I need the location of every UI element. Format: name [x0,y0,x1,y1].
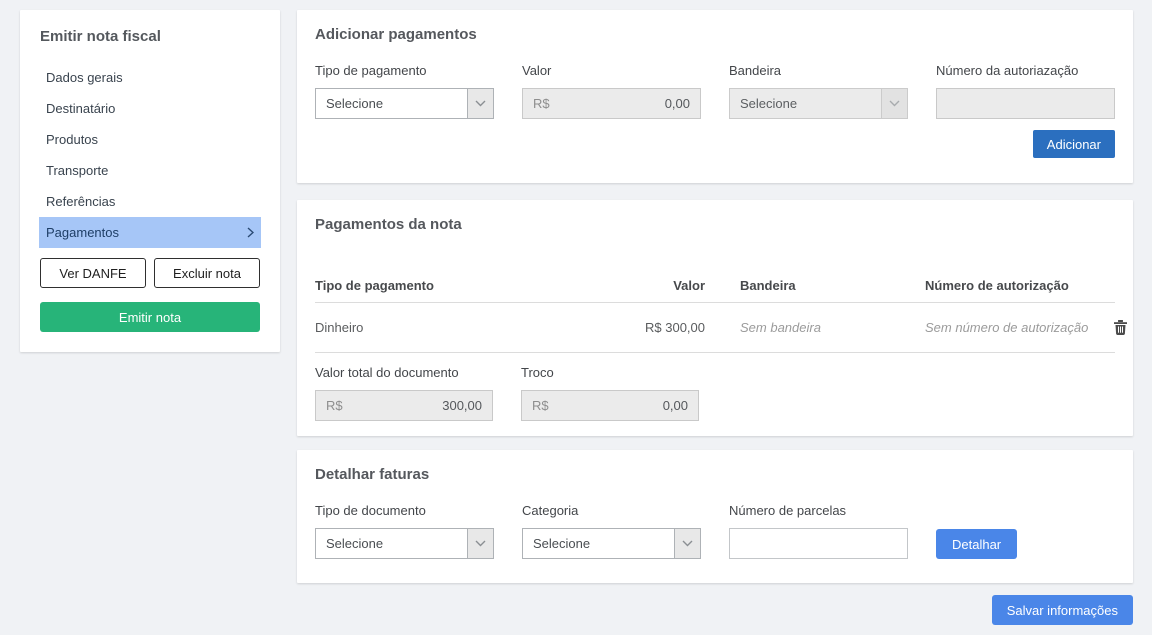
payments-table: Tipo de pagamento Valor Bandeira Número … [315,261,1128,353]
tipo-pagamento-field: Tipo de pagamento Selecione [315,63,494,119]
chevron-down-icon [467,89,493,118]
add-payments-form: Tipo de pagamento Selecione Valor R$ 0,0… [315,63,1115,119]
valor-total-label: Valor total do documento [315,365,459,380]
header-bandeira: Bandeira [740,278,796,293]
sidebar-item-label: Dados gerais [46,70,123,85]
header-valor: Valor [673,278,705,293]
totals-row: Valor total do documento R$ 300,00 Troco… [315,365,1115,421]
sidebar-item-pagamentos[interactable]: Pagamentos [39,217,261,248]
sidebar-item-label: Produtos [46,132,99,147]
chevron-down-icon [674,529,700,558]
numero-parcelas-field: Número de parcelas [729,503,908,559]
valor-value: 0,00 [664,96,690,111]
cell-autorizacao: Sem número de autorização [925,320,1089,335]
sidebar-item-destinatario[interactable]: Destinatário [39,93,261,124]
tipo-pagamento-label: Tipo de pagamento [315,63,427,78]
sidebar-button-row: Ver DANFE Excluir nota [40,258,260,288]
categoria-label: Categoria [522,503,579,518]
sidebar-item-label: Pagamentos [46,225,119,240]
categoria-select[interactable]: Selecione [522,528,701,559]
header-tipo: Tipo de pagamento [315,278,434,293]
sidebar-nav: Dados gerais Destinatário Produtos Trans… [39,62,261,248]
sidebar-item-label: Destinatário [46,101,116,116]
delete-payment-button[interactable] [1112,318,1129,337]
detalhar-field: Detalhar [936,503,1115,559]
detalhar-button[interactable]: Detalhar [936,529,1018,559]
ver-danfe-button[interactable]: Ver DANFE [40,258,146,288]
tipo-documento-label: Tipo de documento [315,503,426,518]
valor-total-value: 300,00 [442,398,482,413]
tipo-pagamento-select[interactable]: Selecione [315,88,494,119]
detail-invoices-form: Tipo de documento Selecione Categoria Se… [315,503,1115,559]
valor-total-field: Valor total do documento R$ 300,00 [315,365,493,421]
currency-prefix: R$ [326,398,343,413]
sidebar-item-transporte[interactable]: Transporte [39,155,261,186]
chevron-down-icon [467,529,493,558]
table-header-row: Tipo de pagamento Valor Bandeira Número … [315,261,1115,303]
emitir-nota-button[interactable]: Emitir nota [40,302,260,332]
salvar-informacoes-button[interactable]: Salvar informações [991,595,1133,625]
bandeira-label: Bandeira [729,63,782,78]
numero-autorizacao-label: Número da autoriazação [936,63,1079,78]
categoria-field: Categoria Selecione [522,503,701,559]
add-payments-card: Adicionar pagamentos Tipo de pagamento S… [297,10,1133,183]
bandeira-select: Selecione [729,88,908,119]
note-payments-title: Pagamentos da nota [315,216,462,233]
currency-prefix: R$ [532,398,549,413]
select-value: Selecione [326,536,384,551]
cell-valor: R$ 300,00 [645,320,705,335]
cell-tipo: Dinheiro [315,320,364,335]
trash-icon [1114,319,1128,338]
currency-prefix: R$ [533,96,550,111]
sidebar-item-referencias[interactable]: Referências [39,186,261,217]
note-payments-card: Pagamentos da nota Tipo de pagamento Val… [297,200,1133,436]
valor-input: R$ 0,00 [522,88,701,119]
cell-bandeira: Sem bandeira [740,320,821,335]
sidebar-item-produtos[interactable]: Produtos [39,124,261,155]
select-value: Selecione [740,96,798,111]
troco-value: 0,00 [662,398,688,413]
numero-autorizacao-input [936,88,1115,119]
cell-actions [1088,318,1143,338]
adicionar-button[interactable]: Adicionar [1032,130,1115,158]
troco-label: Troco [521,365,554,380]
valor-label: Valor [522,63,552,78]
chevron-right-icon [247,227,255,238]
bandeira-field: Bandeira Selecione [729,63,908,119]
excluir-nota-button[interactable]: Excluir nota [154,258,260,288]
detail-invoices-card: Detalhar faturas Tipo de documento Selec… [297,450,1133,583]
troco-field: Troco R$ 0,00 [521,365,699,421]
header-autorizacao: Número de autorização [925,278,1069,293]
sidebar: Emitir nota fiscal Dados gerais Destinat… [20,10,280,352]
sidebar-item-label: Referências [46,194,116,209]
add-payments-title: Adicionar pagamentos [315,26,477,43]
chevron-down-icon [881,89,907,118]
sidebar-item-label: Transporte [46,163,109,178]
troco-input: R$ 0,00 [521,390,699,421]
numero-parcelas-input[interactable] [729,528,908,559]
valor-field: Valor R$ 0,00 [522,63,701,119]
detail-invoices-title: Detalhar faturas [315,466,430,483]
numero-parcelas-label: Número de parcelas [729,503,847,518]
valor-total-input: R$ 300,00 [315,390,493,421]
tipo-documento-select[interactable]: Selecione [315,528,494,559]
table-row: Dinheiro R$ 300,00 Sem bandeira Sem núme… [315,303,1128,353]
tipo-documento-field: Tipo de documento Selecione [315,503,494,559]
select-value: Selecione [533,536,591,551]
sidebar-item-dados-gerais[interactable]: Dados gerais [39,62,261,93]
select-value: Selecione [326,96,384,111]
page-title: Emitir nota fiscal [40,28,161,45]
numero-autorizacao-field: Número da autoriazação [936,63,1115,119]
